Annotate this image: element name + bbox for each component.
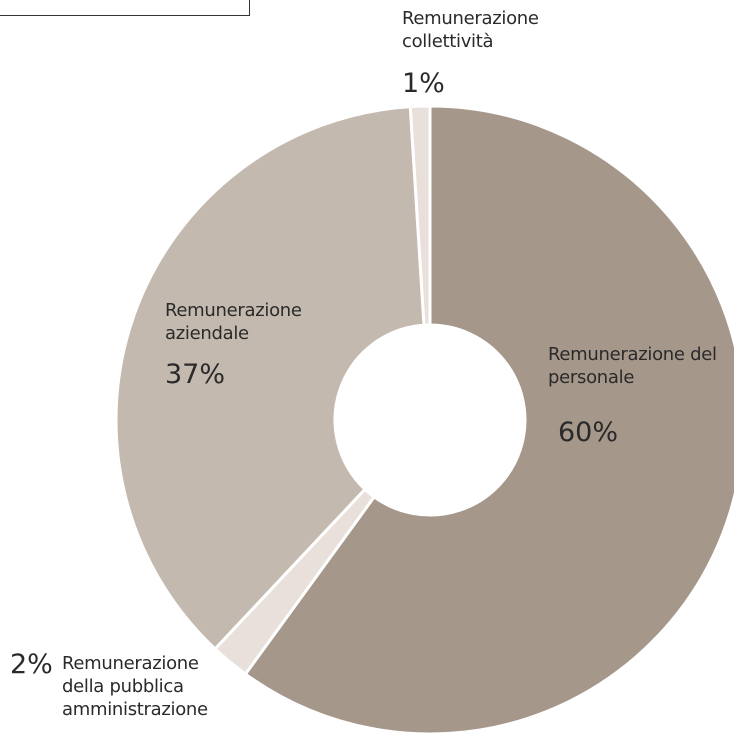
slice-label: Remunerazione aziendale (165, 300, 302, 344)
value-label: 60% (558, 417, 619, 448)
value-label: 1% (402, 68, 445, 99)
donut-slice (114, 105, 426, 652)
slice-label: Remunerazione della pubblica amministraz… (62, 653, 208, 720)
value-label: 2% (10, 649, 53, 680)
donut-slice (408, 104, 432, 327)
slice-label: Remunerazione collettività (402, 8, 539, 52)
value-label: 37% (165, 359, 226, 390)
slice-label: Remunerazione del personale (548, 344, 717, 388)
donut-slice (243, 104, 734, 735)
title-box (0, 0, 250, 16)
